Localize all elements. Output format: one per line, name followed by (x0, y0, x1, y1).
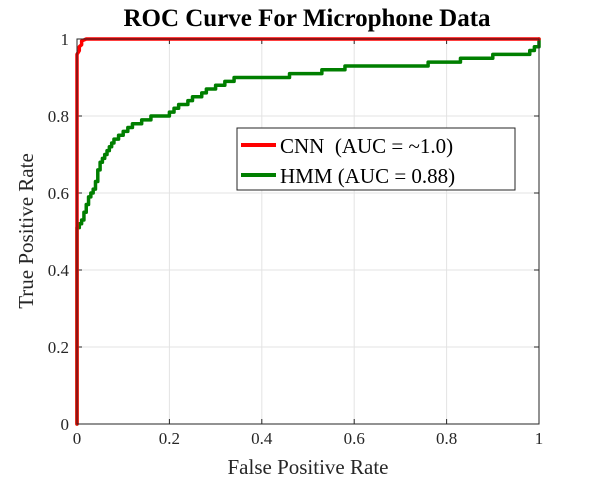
x-tick-label: 1 (535, 429, 544, 448)
x-tick-label: 0 (73, 429, 82, 448)
series-lines (75, 37, 541, 426)
y-tick-label: 0 (61, 415, 70, 434)
y-tick-label: 0.6 (48, 184, 69, 203)
y-tick-label: 0.8 (48, 107, 69, 126)
legend-label-hmm: HMM (AUC = 0.88) (280, 164, 455, 188)
chart-title: ROC Curve For Microphone Data (123, 5, 491, 32)
legend: CNN (AUC = ~1.0) HMM (AUC = 0.88) (236, 127, 516, 191)
x-tick-label: 0.6 (344, 429, 365, 448)
axis-ticks: 0 0.2 0.4 0.6 0.8 1 0 0.2 0.4 0.6 0.8 1 (48, 30, 544, 448)
legend-label-cnn: CNN (AUC = ~1.0) (280, 134, 453, 158)
y-tick-label: 0.2 (48, 338, 69, 357)
legend-box (236, 127, 516, 191)
series-line-cnn (75, 37, 541, 426)
series-line-hmm (75, 37, 541, 426)
x-tick-label: 0.8 (436, 429, 457, 448)
y-axis-label: True Positive Rate (14, 153, 38, 309)
x-tick-label: 0.2 (159, 429, 180, 448)
x-tick-label: 0.4 (251, 429, 273, 448)
plot-frame (76, 38, 540, 425)
grid (76, 38, 540, 425)
y-tick-label: 0.4 (48, 261, 70, 280)
x-axis-label: False Positive Rate (228, 455, 389, 479)
y-tick-label: 1 (61, 30, 70, 49)
